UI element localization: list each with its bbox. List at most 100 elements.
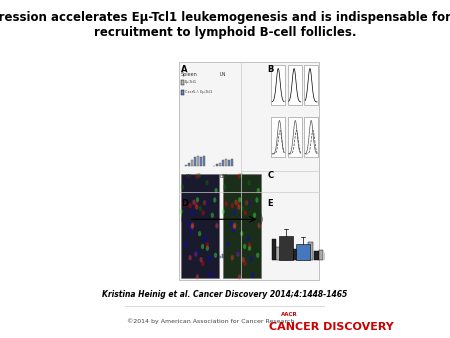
Circle shape xyxy=(240,231,243,236)
Circle shape xyxy=(237,204,240,210)
Circle shape xyxy=(199,257,202,262)
Circle shape xyxy=(194,250,198,256)
Bar xyxy=(276,247,281,260)
Circle shape xyxy=(236,251,239,257)
Circle shape xyxy=(189,203,192,209)
Bar xyxy=(304,65,318,105)
Bar xyxy=(200,253,202,258)
Bar xyxy=(191,161,193,166)
Text: D: D xyxy=(181,199,188,208)
Bar xyxy=(315,251,319,260)
Circle shape xyxy=(205,180,208,185)
Circle shape xyxy=(231,203,234,209)
Circle shape xyxy=(214,252,217,258)
Bar xyxy=(200,157,202,166)
Bar xyxy=(222,254,225,258)
Text: Eμ-Tcl1: Eμ-Tcl1 xyxy=(185,80,197,84)
Bar xyxy=(225,159,227,166)
Bar xyxy=(293,249,297,260)
Circle shape xyxy=(237,202,240,208)
Bar xyxy=(304,117,318,157)
Circle shape xyxy=(248,200,251,206)
Circle shape xyxy=(238,173,241,179)
Circle shape xyxy=(248,245,251,251)
Bar xyxy=(282,243,287,260)
Bar xyxy=(185,165,187,166)
Circle shape xyxy=(196,197,199,202)
Bar xyxy=(222,161,225,166)
Circle shape xyxy=(196,274,199,280)
Bar xyxy=(216,256,218,258)
Bar xyxy=(325,253,329,260)
Bar xyxy=(231,254,234,258)
Bar xyxy=(203,156,205,166)
Bar xyxy=(228,160,230,166)
Ellipse shape xyxy=(256,213,262,226)
Circle shape xyxy=(231,255,234,261)
Bar xyxy=(304,246,308,260)
Bar xyxy=(279,236,293,260)
Circle shape xyxy=(234,199,238,205)
Circle shape xyxy=(213,197,216,203)
Circle shape xyxy=(195,173,198,179)
Bar xyxy=(197,156,199,166)
Circle shape xyxy=(233,224,236,230)
Text: AACR: AACR xyxy=(281,312,298,317)
Circle shape xyxy=(211,213,214,218)
Circle shape xyxy=(226,242,230,247)
Bar xyxy=(271,65,285,105)
Circle shape xyxy=(232,228,235,233)
Text: Spleen: Spleen xyxy=(180,72,197,77)
Text: LN: LN xyxy=(220,72,226,77)
Bar xyxy=(188,256,190,258)
Text: Kristina Heinig et al. Cancer Discovery 2014;4:1448-1465: Kristina Heinig et al. Cancer Discovery … xyxy=(103,290,347,299)
Bar xyxy=(194,254,196,258)
Bar xyxy=(181,90,184,95)
Circle shape xyxy=(215,223,218,228)
Circle shape xyxy=(233,210,236,215)
Bar xyxy=(225,254,227,258)
Circle shape xyxy=(202,200,206,206)
Text: A: A xyxy=(181,65,187,74)
Circle shape xyxy=(202,210,205,216)
Circle shape xyxy=(243,261,247,266)
Bar xyxy=(197,252,199,258)
Circle shape xyxy=(237,250,240,256)
Circle shape xyxy=(241,206,244,211)
Circle shape xyxy=(245,200,248,206)
Circle shape xyxy=(194,251,198,257)
Circle shape xyxy=(209,272,212,278)
Circle shape xyxy=(198,231,201,236)
Bar xyxy=(287,241,291,260)
Circle shape xyxy=(250,256,253,262)
Circle shape xyxy=(230,221,233,226)
Circle shape xyxy=(238,197,241,202)
Text: E: E xyxy=(267,199,273,208)
Bar xyxy=(288,117,302,157)
Bar xyxy=(203,252,205,258)
Circle shape xyxy=(215,188,218,193)
Circle shape xyxy=(198,173,201,178)
Circle shape xyxy=(194,202,198,208)
Bar xyxy=(231,159,234,166)
Bar xyxy=(188,163,190,166)
Bar xyxy=(330,243,334,260)
Circle shape xyxy=(223,184,226,190)
Circle shape xyxy=(192,199,195,205)
Circle shape xyxy=(190,224,194,230)
Bar xyxy=(219,163,221,166)
Bar xyxy=(288,65,302,105)
Text: B: B xyxy=(267,65,274,74)
Circle shape xyxy=(204,236,207,242)
Circle shape xyxy=(189,228,193,233)
Circle shape xyxy=(190,210,194,215)
Circle shape xyxy=(187,221,190,226)
Circle shape xyxy=(244,210,247,216)
Bar xyxy=(228,254,230,258)
Circle shape xyxy=(182,201,185,207)
Bar xyxy=(181,80,184,85)
Bar xyxy=(271,117,285,157)
Circle shape xyxy=(195,204,198,210)
Text: Cxcr5-/- Eμ-Tcl1: Cxcr5-/- Eμ-Tcl1 xyxy=(185,90,212,94)
Circle shape xyxy=(206,242,209,247)
